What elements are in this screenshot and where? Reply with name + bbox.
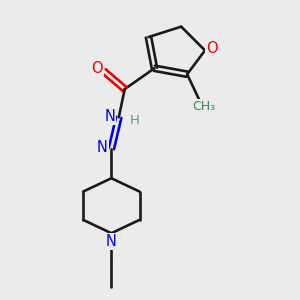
Text: O: O <box>206 40 217 56</box>
Text: N: N <box>97 140 108 155</box>
Text: CH₃: CH₃ <box>192 100 215 112</box>
Text: N: N <box>104 109 115 124</box>
Text: H: H <box>129 114 139 127</box>
Text: N: N <box>106 234 117 249</box>
Text: O: O <box>92 61 103 76</box>
